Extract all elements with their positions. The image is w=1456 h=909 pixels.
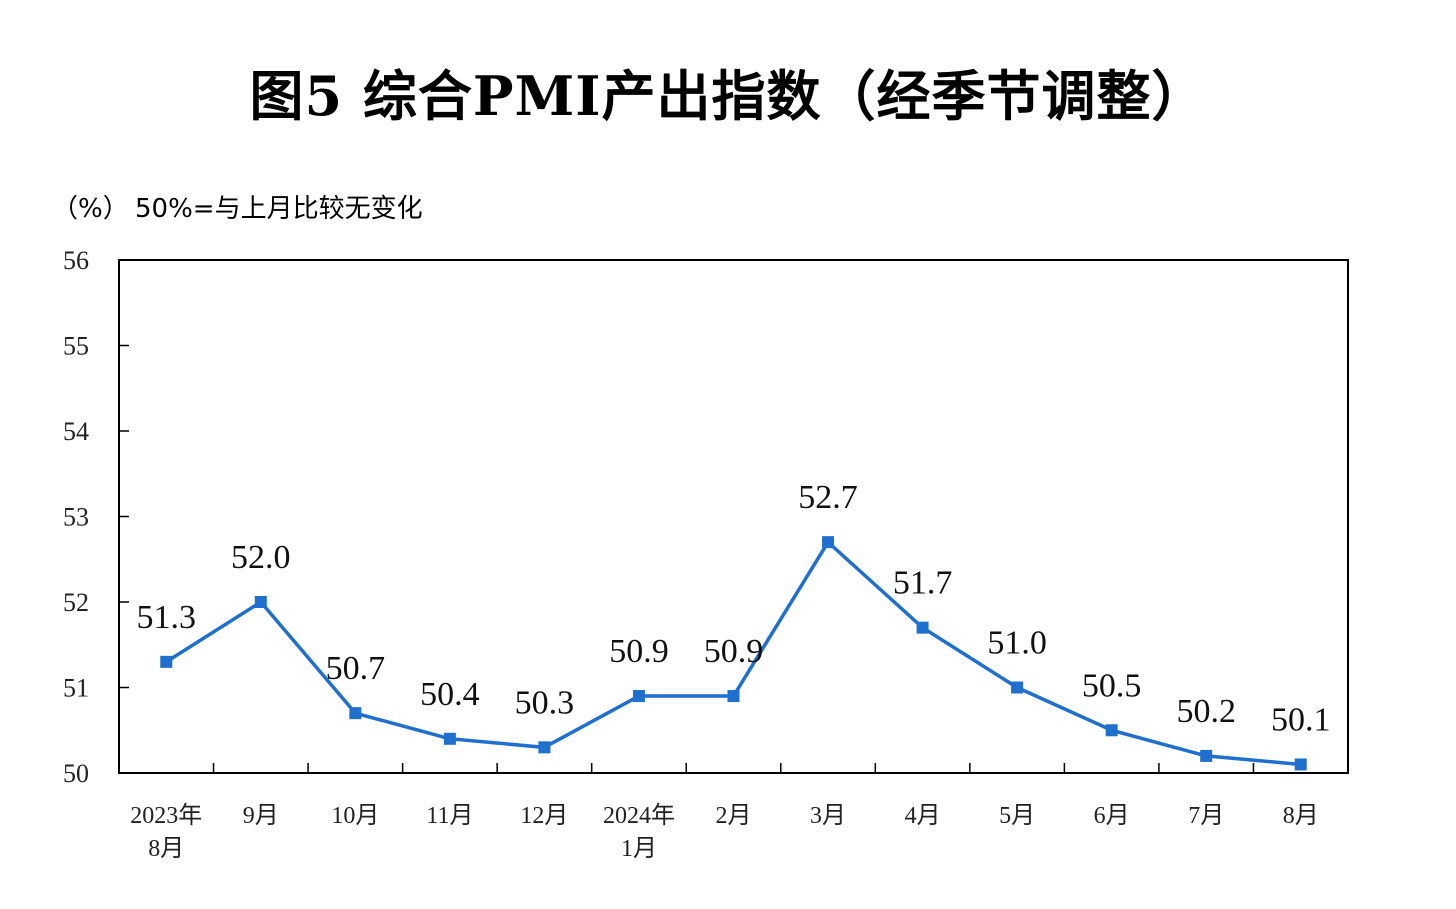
data-point-marker [1011, 681, 1024, 694]
y-tick-label: 53 [63, 503, 89, 532]
x-category-label: 5月 [999, 803, 1035, 829]
y-tick-label: 56 [63, 246, 89, 275]
data-label: 50.5 [1082, 667, 1142, 704]
data-label: 52.7 [798, 479, 858, 516]
y-unit-label: （%） [52, 194, 129, 224]
data-point-marker [443, 732, 456, 745]
data-label: 50.9 [609, 633, 669, 670]
data-label: 51.0 [987, 625, 1047, 662]
chart-title: 图5 综合PMI产出指数（经季节调整） [249, 64, 1207, 128]
data-label: 50.4 [420, 676, 480, 713]
data-point-marker [632, 690, 645, 703]
y-tick-label: 50 [63, 759, 89, 788]
x-category-label: 2月 [716, 803, 752, 829]
x-category-label: 8月 [1283, 803, 1319, 829]
data-label: 51.3 [137, 599, 197, 636]
data-point-marker [727, 690, 740, 703]
x-category-label: 4月 [905, 803, 941, 829]
data-point-marker [160, 655, 173, 668]
data-label: 50.1 [1271, 701, 1331, 738]
y-tick-label: 55 [63, 332, 89, 361]
x-category-label: 2024年 [603, 802, 675, 829]
x-category-label: 3月 [810, 803, 846, 829]
data-point-marker [349, 707, 362, 720]
data-label: 50.9 [704, 633, 764, 670]
data-labels: 51.3 52.0 50.7 50.4 50.3 50.9 50.9 52.7 51.7 51.0… [137, 479, 1331, 738]
baseline-note: 50%=与上月比较无变化 [135, 194, 423, 224]
x-category-label: 9月 [243, 803, 279, 829]
y-tick-label: 54 [63, 417, 89, 446]
y-tick-label: 51 [63, 674, 89, 703]
data-point-marker [254, 596, 267, 608]
data-label: 50.3 [515, 684, 575, 721]
x-category-label: 11月 [426, 803, 473, 829]
x-category-label: 10月 [331, 803, 379, 829]
data-point-marker [916, 621, 929, 634]
data-label: 50.7 [326, 650, 386, 687]
data-point-marker [538, 741, 551, 754]
x-category-label: 7月 [1188, 803, 1224, 829]
data-point-marker [822, 536, 835, 549]
x-category-label: 2023年 [130, 802, 202, 829]
data-label: 50.2 [1176, 693, 1236, 730]
x-category-label: 12月 [520, 803, 568, 829]
series-line [160, 536, 1307, 771]
data-point-marker [1105, 724, 1118, 737]
data-label: 51.7 [893, 565, 953, 602]
y-tick-label: 52 [63, 588, 89, 617]
data-point-marker [1200, 749, 1213, 762]
data-point-marker [1294, 758, 1307, 771]
axes: 50 51 52 53 54 55 56 2023年 8月 9月 10月 11月 12月 2024年 1月 2… [63, 246, 1349, 862]
data-label: 52.0 [231, 539, 291, 576]
x-category-label: 8月 [148, 836, 184, 862]
x-category-label: 6月 [1094, 803, 1130, 829]
x-category-label: 1月 [621, 836, 657, 862]
